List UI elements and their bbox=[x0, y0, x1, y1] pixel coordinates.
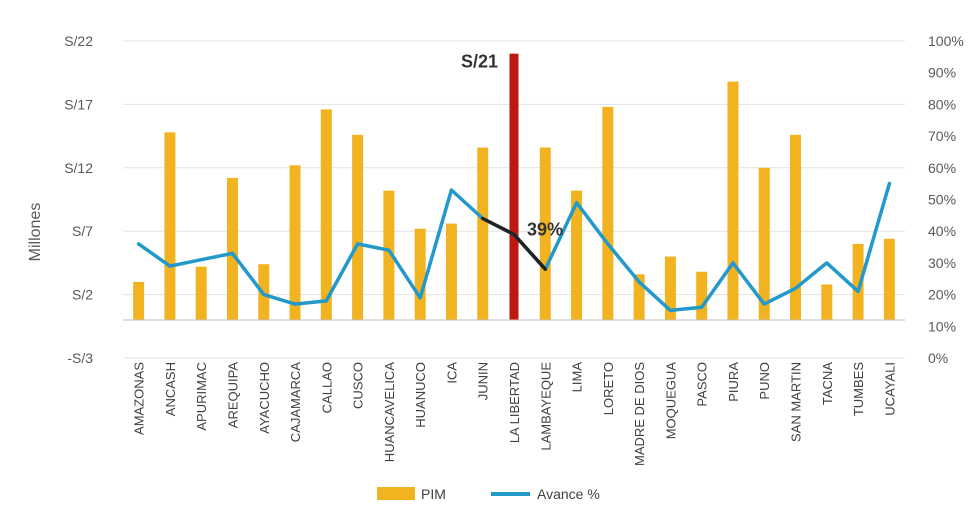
x-tick-label: UCAYALI bbox=[882, 362, 897, 416]
bar bbox=[195, 266, 207, 320]
bar bbox=[477, 147, 489, 320]
bar bbox=[696, 271, 708, 320]
bar bbox=[664, 256, 676, 320]
y-right-tick-label: 100% bbox=[928, 33, 964, 49]
legend-avance-label: Avance % bbox=[537, 486, 600, 502]
x-tick-label: ANCASH bbox=[163, 362, 178, 416]
y-right-tick-label: 40% bbox=[928, 223, 956, 239]
x-tick-label: ICA bbox=[444, 362, 459, 384]
x-tick-label: MOQUEGUA bbox=[663, 362, 678, 440]
bar bbox=[727, 81, 739, 320]
y-right-tick-label: 90% bbox=[928, 65, 956, 81]
legend-pim-label: PIM bbox=[421, 486, 446, 502]
bar bbox=[320, 109, 332, 320]
bar bbox=[164, 132, 176, 320]
axes: -S/3 S/2 S/7 S/12 S/17 S/22 0% 10% 20% 30% 40% 50% 6… bbox=[64, 33, 964, 466]
bar bbox=[758, 167, 770, 320]
y-right-tick-label: 10% bbox=[928, 318, 956, 334]
x-tick-label: CUSCO bbox=[351, 362, 366, 409]
x-tick-label: PIURA bbox=[726, 362, 741, 402]
bar bbox=[633, 274, 645, 320]
y-left-tick-label: S/7 bbox=[72, 223, 93, 239]
y-left-tick-label: S/22 bbox=[64, 33, 93, 49]
bar bbox=[352, 134, 364, 320]
bar bbox=[571, 190, 583, 320]
bar bbox=[539, 147, 551, 320]
x-tick-label: MADRE DE DIOS bbox=[632, 362, 647, 466]
x-tick-label: LORETO bbox=[601, 362, 616, 415]
annotations: S/21 39% bbox=[461, 52, 563, 240]
x-tick-label: PUNO bbox=[757, 362, 772, 400]
bar bbox=[602, 106, 614, 320]
bar bbox=[883, 238, 895, 320]
y-right-tick-label: 60% bbox=[928, 160, 956, 176]
y-right-tick-label: 20% bbox=[928, 287, 956, 303]
y-left-tick-label: S/2 bbox=[72, 287, 93, 303]
x-tick-label: TUMBES bbox=[851, 362, 866, 417]
annotation-avance-value: 39% bbox=[527, 219, 563, 239]
bar bbox=[821, 284, 833, 320]
y-left-tick-label: S/17 bbox=[64, 96, 93, 112]
x-tick-label: LIMA bbox=[570, 362, 585, 393]
x-tick-label: LAMBAYEQUE bbox=[538, 362, 553, 451]
avance-line-highlight bbox=[480, 216, 548, 271]
bar bbox=[226, 177, 238, 320]
x-tick-label: CALLAO bbox=[319, 362, 334, 413]
x-tick-label: HUANCAVELICA bbox=[382, 362, 397, 463]
x-tick-label: CAJAMARCA bbox=[288, 362, 303, 443]
legend-pim-swatch bbox=[377, 487, 415, 500]
bar bbox=[289, 165, 301, 320]
y-left-tick-label: S/12 bbox=[64, 160, 93, 176]
x-tick-label: AMAZONAS bbox=[132, 362, 147, 435]
line-series bbox=[136, 181, 892, 313]
y-right-tick-label: 0% bbox=[928, 350, 948, 366]
x-tick-label: PASCO bbox=[695, 362, 710, 407]
y-right-tick-label: 70% bbox=[928, 128, 956, 144]
y-right-tick-label: 80% bbox=[928, 96, 956, 112]
x-tick-label: AREQUIPA bbox=[225, 362, 240, 429]
y-left-tick-label: -S/3 bbox=[67, 350, 93, 366]
x-tick-label: JUNIN bbox=[476, 362, 491, 400]
legend: PIM Avance % bbox=[377, 486, 600, 502]
bar bbox=[790, 134, 802, 320]
x-tick-label: TACNA bbox=[820, 362, 835, 405]
y-axis-label: Millones bbox=[27, 203, 44, 262]
y-right-tick-label: 50% bbox=[928, 192, 956, 208]
x-tick-label: AYACUCHO bbox=[257, 362, 272, 434]
bar bbox=[852, 243, 864, 320]
x-tick-label: SAN MARTIN bbox=[789, 362, 804, 442]
x-tick-label: HUANUCO bbox=[413, 362, 428, 428]
bar bbox=[414, 228, 426, 320]
x-tick-label: LA LIBERTAD bbox=[507, 362, 522, 443]
bar bbox=[445, 223, 457, 320]
annotation-pim-value: S/21 bbox=[461, 52, 498, 72]
bar-series bbox=[133, 53, 895, 320]
x-tick-label: APURIMAC bbox=[194, 362, 209, 431]
bar bbox=[133, 281, 145, 320]
bar bbox=[509, 53, 519, 320]
bar bbox=[383, 190, 395, 320]
y-right-tick-label: 30% bbox=[928, 255, 956, 271]
